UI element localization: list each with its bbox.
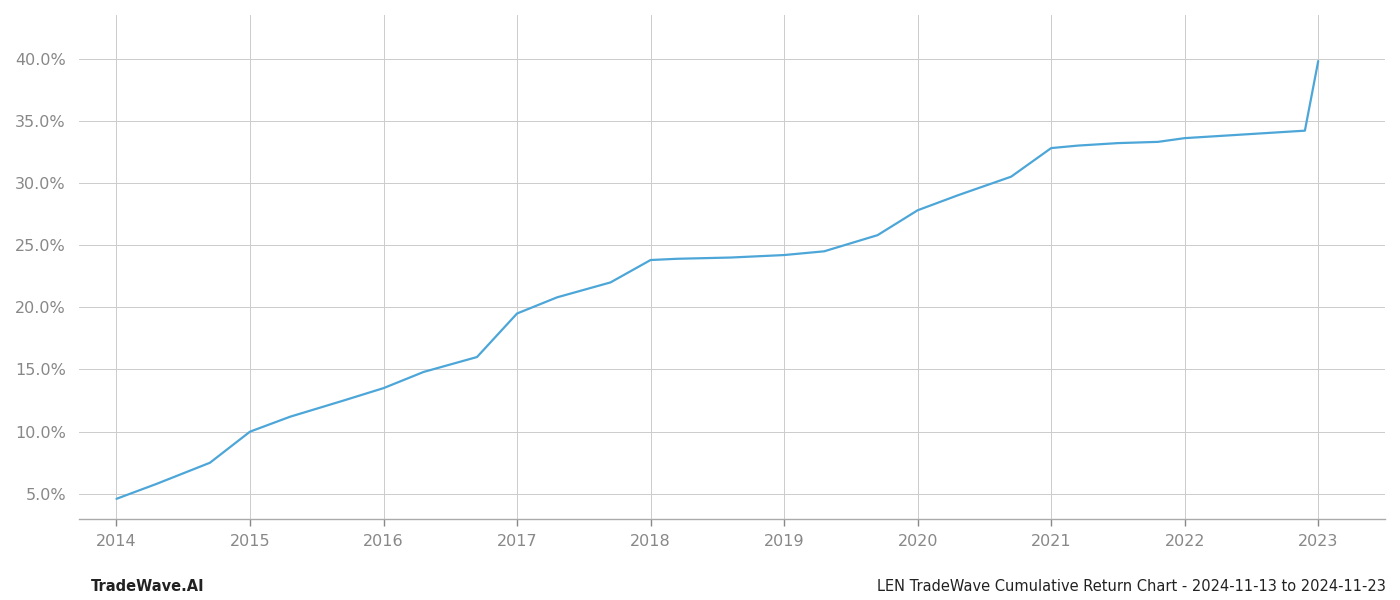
Text: LEN TradeWave Cumulative Return Chart - 2024-11-13 to 2024-11-23: LEN TradeWave Cumulative Return Chart - … [878, 579, 1386, 594]
Text: TradeWave.AI: TradeWave.AI [91, 579, 204, 594]
